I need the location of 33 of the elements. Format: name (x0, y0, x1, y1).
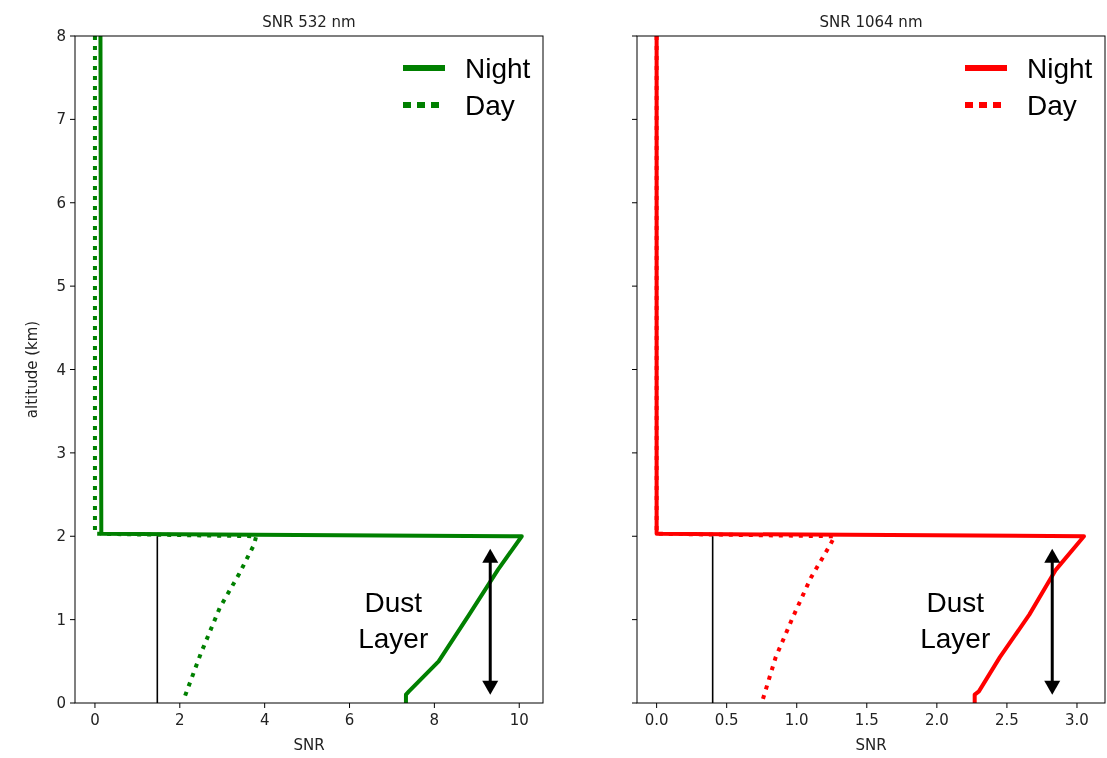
x-tick-label: 2 (175, 711, 185, 729)
y-tick-label: 5 (56, 277, 66, 296)
annotation: Dust Layer (358, 586, 429, 654)
x-tick-label: 8 (429, 711, 440, 729)
chart-title: SNR 1064 nm (819, 13, 923, 31)
y-tick-label: 1 (56, 610, 66, 629)
x-tick-label: 6 (344, 711, 355, 729)
legend-label: Night (1027, 53, 1093, 84)
x-tick-label: 2.5 (994, 711, 1019, 729)
x-tick-label: 2.0 (924, 711, 949, 729)
y-tick-label: 6 (56, 193, 66, 212)
y-axis-title: altitude (km) (23, 320, 41, 419)
y-tick-label: 4 (56, 360, 66, 379)
x-tick-label: 0 (90, 711, 100, 729)
x-tick-label: 1.0 (784, 711, 809, 729)
legend-label: Day (465, 90, 515, 121)
legend-label: Night (465, 53, 531, 84)
y-tick-label: 2 (56, 527, 66, 546)
annotation: Dust Layer (920, 586, 991, 654)
x-axis-title: SNR (293, 736, 325, 754)
x-tick-label: 3.0 (1065, 711, 1089, 729)
chart-title: SNR 532 nm (262, 13, 356, 31)
x-tick-label: 0.5 (714, 711, 739, 729)
x-tick-label: 10 (509, 711, 529, 729)
x-tick-label: 4 (259, 711, 270, 729)
x-axis-title: SNR (855, 736, 887, 754)
legend-label: Day (1027, 90, 1077, 121)
y-tick-label: 3 (56, 443, 66, 462)
y-tick-label: 8 (56, 27, 66, 45)
y-tick-label: 0 (56, 694, 66, 712)
x-tick-label: 1.5 (854, 711, 879, 729)
x-tick-label: 0.0 (644, 711, 669, 729)
y-tick-label: 7 (56, 110, 66, 129)
